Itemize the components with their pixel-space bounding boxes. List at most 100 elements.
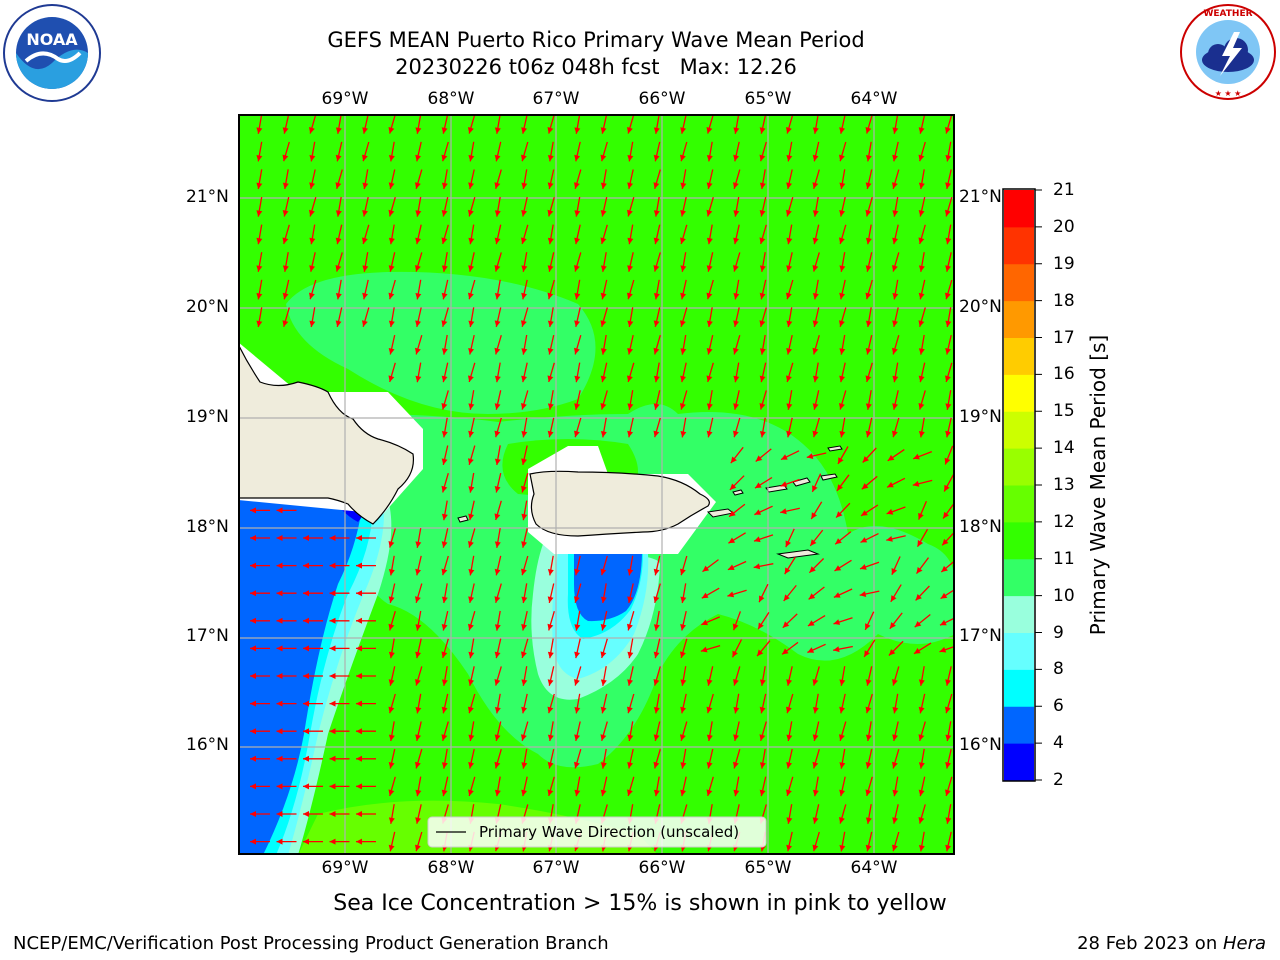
wave-arrow-head (309, 265, 315, 272)
wave-arrow-head (706, 127, 713, 134)
wave-arrow-head (494, 679, 501, 686)
wave-arrow-head (839, 154, 845, 162)
wave-arrow-head (547, 320, 554, 327)
wave-arrow-head (786, 706, 792, 714)
wave-arrow-head (276, 617, 283, 624)
period-zone-4-6-south (574, 554, 642, 622)
wave-arrow-head (574, 182, 580, 189)
wave-arrow-head (839, 403, 845, 410)
wave-arrow-head (917, 540, 924, 547)
wave-arrow-head (441, 403, 448, 410)
wave-arrow-head (356, 645, 362, 652)
colorbar-segment (1004, 190, 1034, 228)
wave-arrow-head (362, 210, 368, 217)
wave-arrow-head (521, 265, 528, 272)
colorbar-tick-label: 4 (1053, 733, 1064, 754)
wave-arrow-head (415, 707, 422, 714)
colorbar-tick-label: 9 (1053, 622, 1064, 643)
wave-arrow-head (276, 811, 283, 817)
wave-arrow-head (494, 458, 501, 465)
wave-arrow-head (521, 320, 527, 327)
wave-arrow-head (494, 486, 501, 493)
wave-arrow-head (807, 647, 815, 653)
wave-arrow-head (574, 237, 580, 245)
wave-arrow-head (329, 535, 336, 541)
wave-direction-arrows (250, 114, 955, 852)
wave-arrow-head (468, 596, 474, 603)
wave-arrow-head (680, 182, 687, 189)
wave-arrow-head (812, 817, 819, 824)
wave-arrow-head (547, 706, 554, 714)
wave-arrow-head (309, 209, 315, 217)
wave-arrow-head (388, 734, 395, 741)
wave-arrow-head (547, 348, 554, 355)
wave-arrow-head (388, 817, 395, 824)
svg-text:NOAA: NOAA (26, 30, 78, 49)
wave-arrow-head (733, 347, 739, 355)
wave-arrow-head (521, 292, 527, 300)
wave-arrow-head (653, 734, 660, 741)
wave-arrow-head (303, 673, 309, 679)
wave-arrow-head (521, 568, 527, 576)
wave-arrow-head (733, 210, 740, 217)
wave-arrow-head (786, 292, 792, 300)
wave-arrow-head (892, 844, 898, 852)
wave-arrow-head (812, 707, 819, 714)
lon-label-bottom-64w: 64°W (850, 858, 898, 878)
wave-arrow-head (759, 375, 766, 383)
wave-arrow-head (547, 237, 554, 245)
wave-arrow-head (521, 210, 527, 217)
wave-arrow-head (256, 320, 263, 327)
wave-arrow-head (256, 127, 263, 134)
period-zone-11-12-west (238, 234, 256, 344)
wave-arrow-head (494, 513, 501, 520)
wave-arrow-head (918, 154, 925, 162)
wave-arrow-head (415, 568, 421, 576)
colorbar-segment (1004, 337, 1034, 375)
colorbar-segment (1004, 669, 1034, 707)
wave-arrow-head (303, 590, 309, 597)
wave-arrow-head (833, 646, 840, 653)
wave-arrow-head (356, 838, 362, 845)
wave-arrow-head (759, 403, 766, 410)
wave-arrow-head (303, 838, 309, 845)
wave-arrow-head (759, 348, 766, 355)
wave-arrow-head (892, 347, 898, 355)
colorbar-segment (1004, 485, 1034, 523)
wave-arrow-head (733, 761, 739, 769)
wave-arrow-head (574, 596, 580, 603)
wave-arrow-head (680, 624, 686, 631)
wave-arrow-head (335, 127, 342, 134)
wave-arrow-head (653, 127, 660, 134)
wave-arrow-head (702, 565, 710, 572)
wave-arrow-head (706, 237, 713, 245)
wave-arrow-head (468, 155, 475, 162)
wave-arrow-head (808, 593, 816, 600)
wave-arrow-head (653, 624, 660, 631)
wave-arrow-head (303, 562, 309, 569)
wave-arrow-head (468, 403, 475, 410)
wave-arrow-head (945, 762, 951, 769)
wave-arrow-head (809, 566, 816, 573)
wave-arrow-head (574, 293, 581, 300)
wave-arrow-head (521, 706, 527, 714)
wave-arrow-head (303, 645, 309, 652)
colorbar-segment (1004, 448, 1034, 486)
wave-arrow-head (415, 817, 421, 824)
wave-arrow-head (680, 431, 687, 438)
wave-arrow-head (282, 210, 289, 217)
wave-arrow-head (812, 430, 819, 438)
wave-arrow-head (335, 293, 342, 300)
wave-arrow-head (494, 707, 501, 714)
wave-arrow-head (468, 734, 475, 741)
wave-arrow-head (600, 596, 607, 603)
wave-arrow-head (276, 838, 283, 845)
wave-arrow-head (865, 209, 872, 217)
lat-label-right-21n: 21°N (959, 187, 1002, 207)
colorbar-tick-label: 2 (1053, 770, 1064, 790)
wave-arrow-head (680, 403, 686, 410)
wave-arrow-head (329, 562, 336, 569)
wave-arrow-head (600, 431, 607, 438)
wave-arrow-head (730, 456, 737, 464)
wave-arrow-head (759, 182, 766, 189)
